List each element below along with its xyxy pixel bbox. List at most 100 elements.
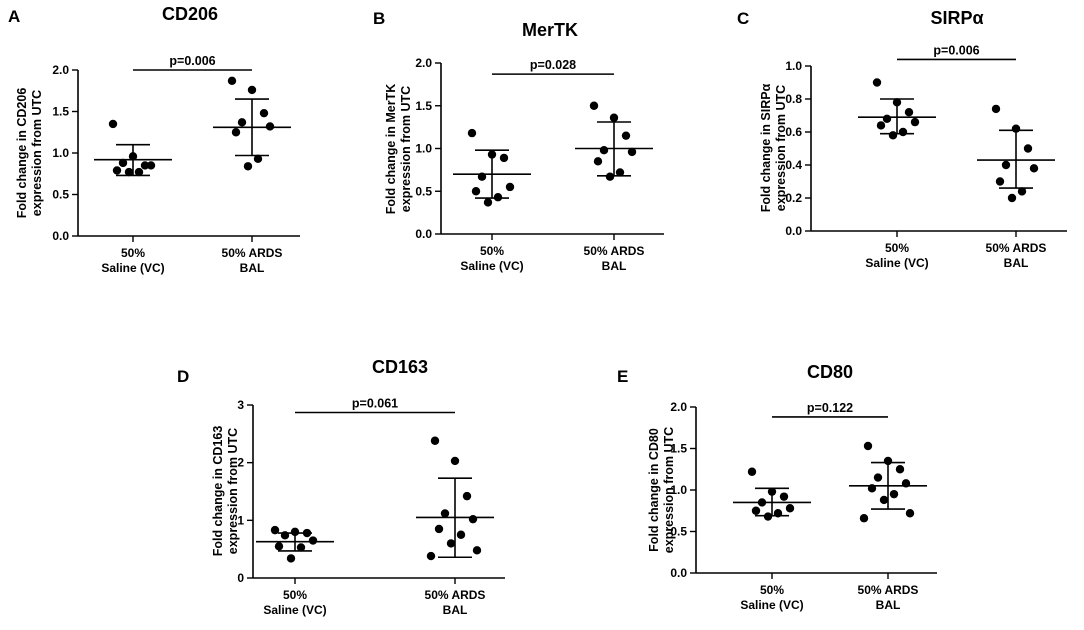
data-point	[462, 491, 472, 501]
data-point	[140, 161, 150, 170]
data-point	[253, 154, 263, 164]
data-point	[872, 78, 882, 87]
data-point	[483, 198, 493, 207]
y-tick-label: 1.0	[670, 483, 687, 497]
data-point	[621, 131, 631, 140]
y-tick-label: 0.5	[415, 184, 432, 198]
panel-letter: D	[177, 367, 189, 386]
y-axis-label: Fold change in CD206	[15, 88, 29, 219]
data-point	[430, 436, 440, 445]
chart-title: CD206	[162, 4, 218, 24]
y-tick-label: 2.0	[52, 63, 69, 77]
data-point	[456, 530, 466, 539]
data-point	[751, 506, 761, 515]
x-category-label: 50%	[121, 246, 145, 260]
data-point	[1001, 160, 1011, 170]
data-point	[247, 85, 257, 95]
data-point	[108, 119, 118, 129]
x-category-label: 50%	[283, 588, 307, 602]
x-category-label: BAL	[602, 259, 627, 273]
data-point	[467, 128, 477, 138]
data-point	[265, 122, 275, 131]
y-tick-label: 2.0	[415, 56, 432, 70]
data-point	[296, 543, 306, 552]
data-point	[882, 114, 892, 124]
data-point	[763, 512, 773, 521]
chart-title: MerTK	[522, 20, 578, 40]
data-point	[879, 495, 889, 505]
y-axis-label: Fold change in CD80	[647, 428, 661, 552]
data-point	[747, 467, 757, 476]
data-point	[779, 492, 789, 501]
p-value-label: p=0.122	[807, 401, 853, 415]
y-tick-label: 0.0	[415, 227, 432, 241]
data-point	[605, 172, 615, 181]
data-point	[904, 108, 914, 117]
data-point	[286, 554, 296, 563]
p-value-label: p=0.006	[933, 43, 979, 57]
data-point	[863, 441, 873, 451]
x-category-label: Saline (VC)	[865, 256, 928, 270]
x-category-label: 50% ARDS	[222, 246, 283, 260]
y-tick-label: 0.4	[785, 158, 802, 172]
y-tick-label: 0.0	[52, 229, 69, 243]
y-tick-label: 0.6	[785, 125, 802, 139]
data-point	[243, 162, 253, 171]
data-point	[1029, 164, 1039, 173]
chart-title: CD80	[807, 362, 853, 382]
p-value-label: p=0.028	[530, 58, 576, 72]
y-axis-label: Fold change in SIRPα	[759, 83, 773, 212]
data-point	[898, 127, 908, 137]
y-tick-label: 1.5	[670, 442, 687, 456]
y-axis-label: expression from UTC	[226, 428, 240, 554]
y-tick-label: 0.0	[785, 224, 802, 238]
data-point	[593, 157, 603, 166]
data-point	[231, 128, 241, 137]
x-category-label: BAL	[443, 603, 468, 617]
y-axis-label: Fold change in MerTK	[384, 84, 398, 215]
data-point	[426, 551, 436, 561]
y-axis-label: expression from UTC	[774, 85, 788, 211]
y-tick-label: 1.0	[785, 59, 802, 73]
data-point	[499, 153, 509, 163]
x-category-label: BAL	[240, 261, 265, 275]
y-axis-label: Fold change in CD163	[211, 426, 225, 557]
y-tick-label: 1.0	[415, 142, 432, 156]
y-tick-label: 0.5	[670, 525, 687, 539]
x-category-label: 50%	[885, 241, 909, 255]
x-category-label: Saline (VC)	[460, 259, 523, 273]
data-point	[910, 117, 920, 127]
data-point	[237, 118, 247, 127]
data-point	[259, 108, 269, 118]
data-point	[991, 104, 1001, 114]
x-category-label: 50% ARDS	[858, 583, 919, 597]
data-point	[609, 113, 619, 122]
chart-title: CD163	[372, 357, 428, 377]
panel-letter: C	[737, 9, 749, 28]
data-point	[615, 168, 625, 177]
y-tick-label: 1.0	[52, 146, 69, 160]
x-category-label: BAL	[876, 598, 901, 612]
data-point	[134, 167, 144, 177]
x-category-label: 50%	[760, 583, 784, 597]
y-tick-label: 0.5	[52, 188, 69, 202]
data-point	[895, 465, 905, 474]
data-point	[493, 193, 503, 202]
p-value-label: p=0.061	[352, 396, 398, 410]
x-category-label: 50% ARDS	[425, 588, 486, 602]
data-point	[118, 158, 128, 168]
data-point	[112, 166, 122, 175]
chart-title: SIRPα	[930, 8, 983, 28]
p-value-label: p=0.006	[169, 54, 215, 68]
data-point	[227, 76, 237, 85]
data-point	[888, 131, 898, 140]
data-point	[599, 146, 609, 155]
data-point	[889, 489, 899, 499]
data-point	[440, 509, 450, 518]
data-point	[785, 504, 795, 513]
data-point	[995, 177, 1005, 186]
panel-letter: A	[8, 7, 20, 26]
data-point	[434, 524, 444, 534]
panel-letter: B	[373, 9, 385, 28]
